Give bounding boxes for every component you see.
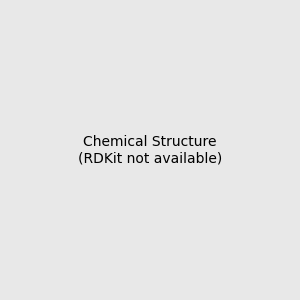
Text: Chemical Structure
(RDKit not available): Chemical Structure (RDKit not available)	[78, 135, 222, 165]
